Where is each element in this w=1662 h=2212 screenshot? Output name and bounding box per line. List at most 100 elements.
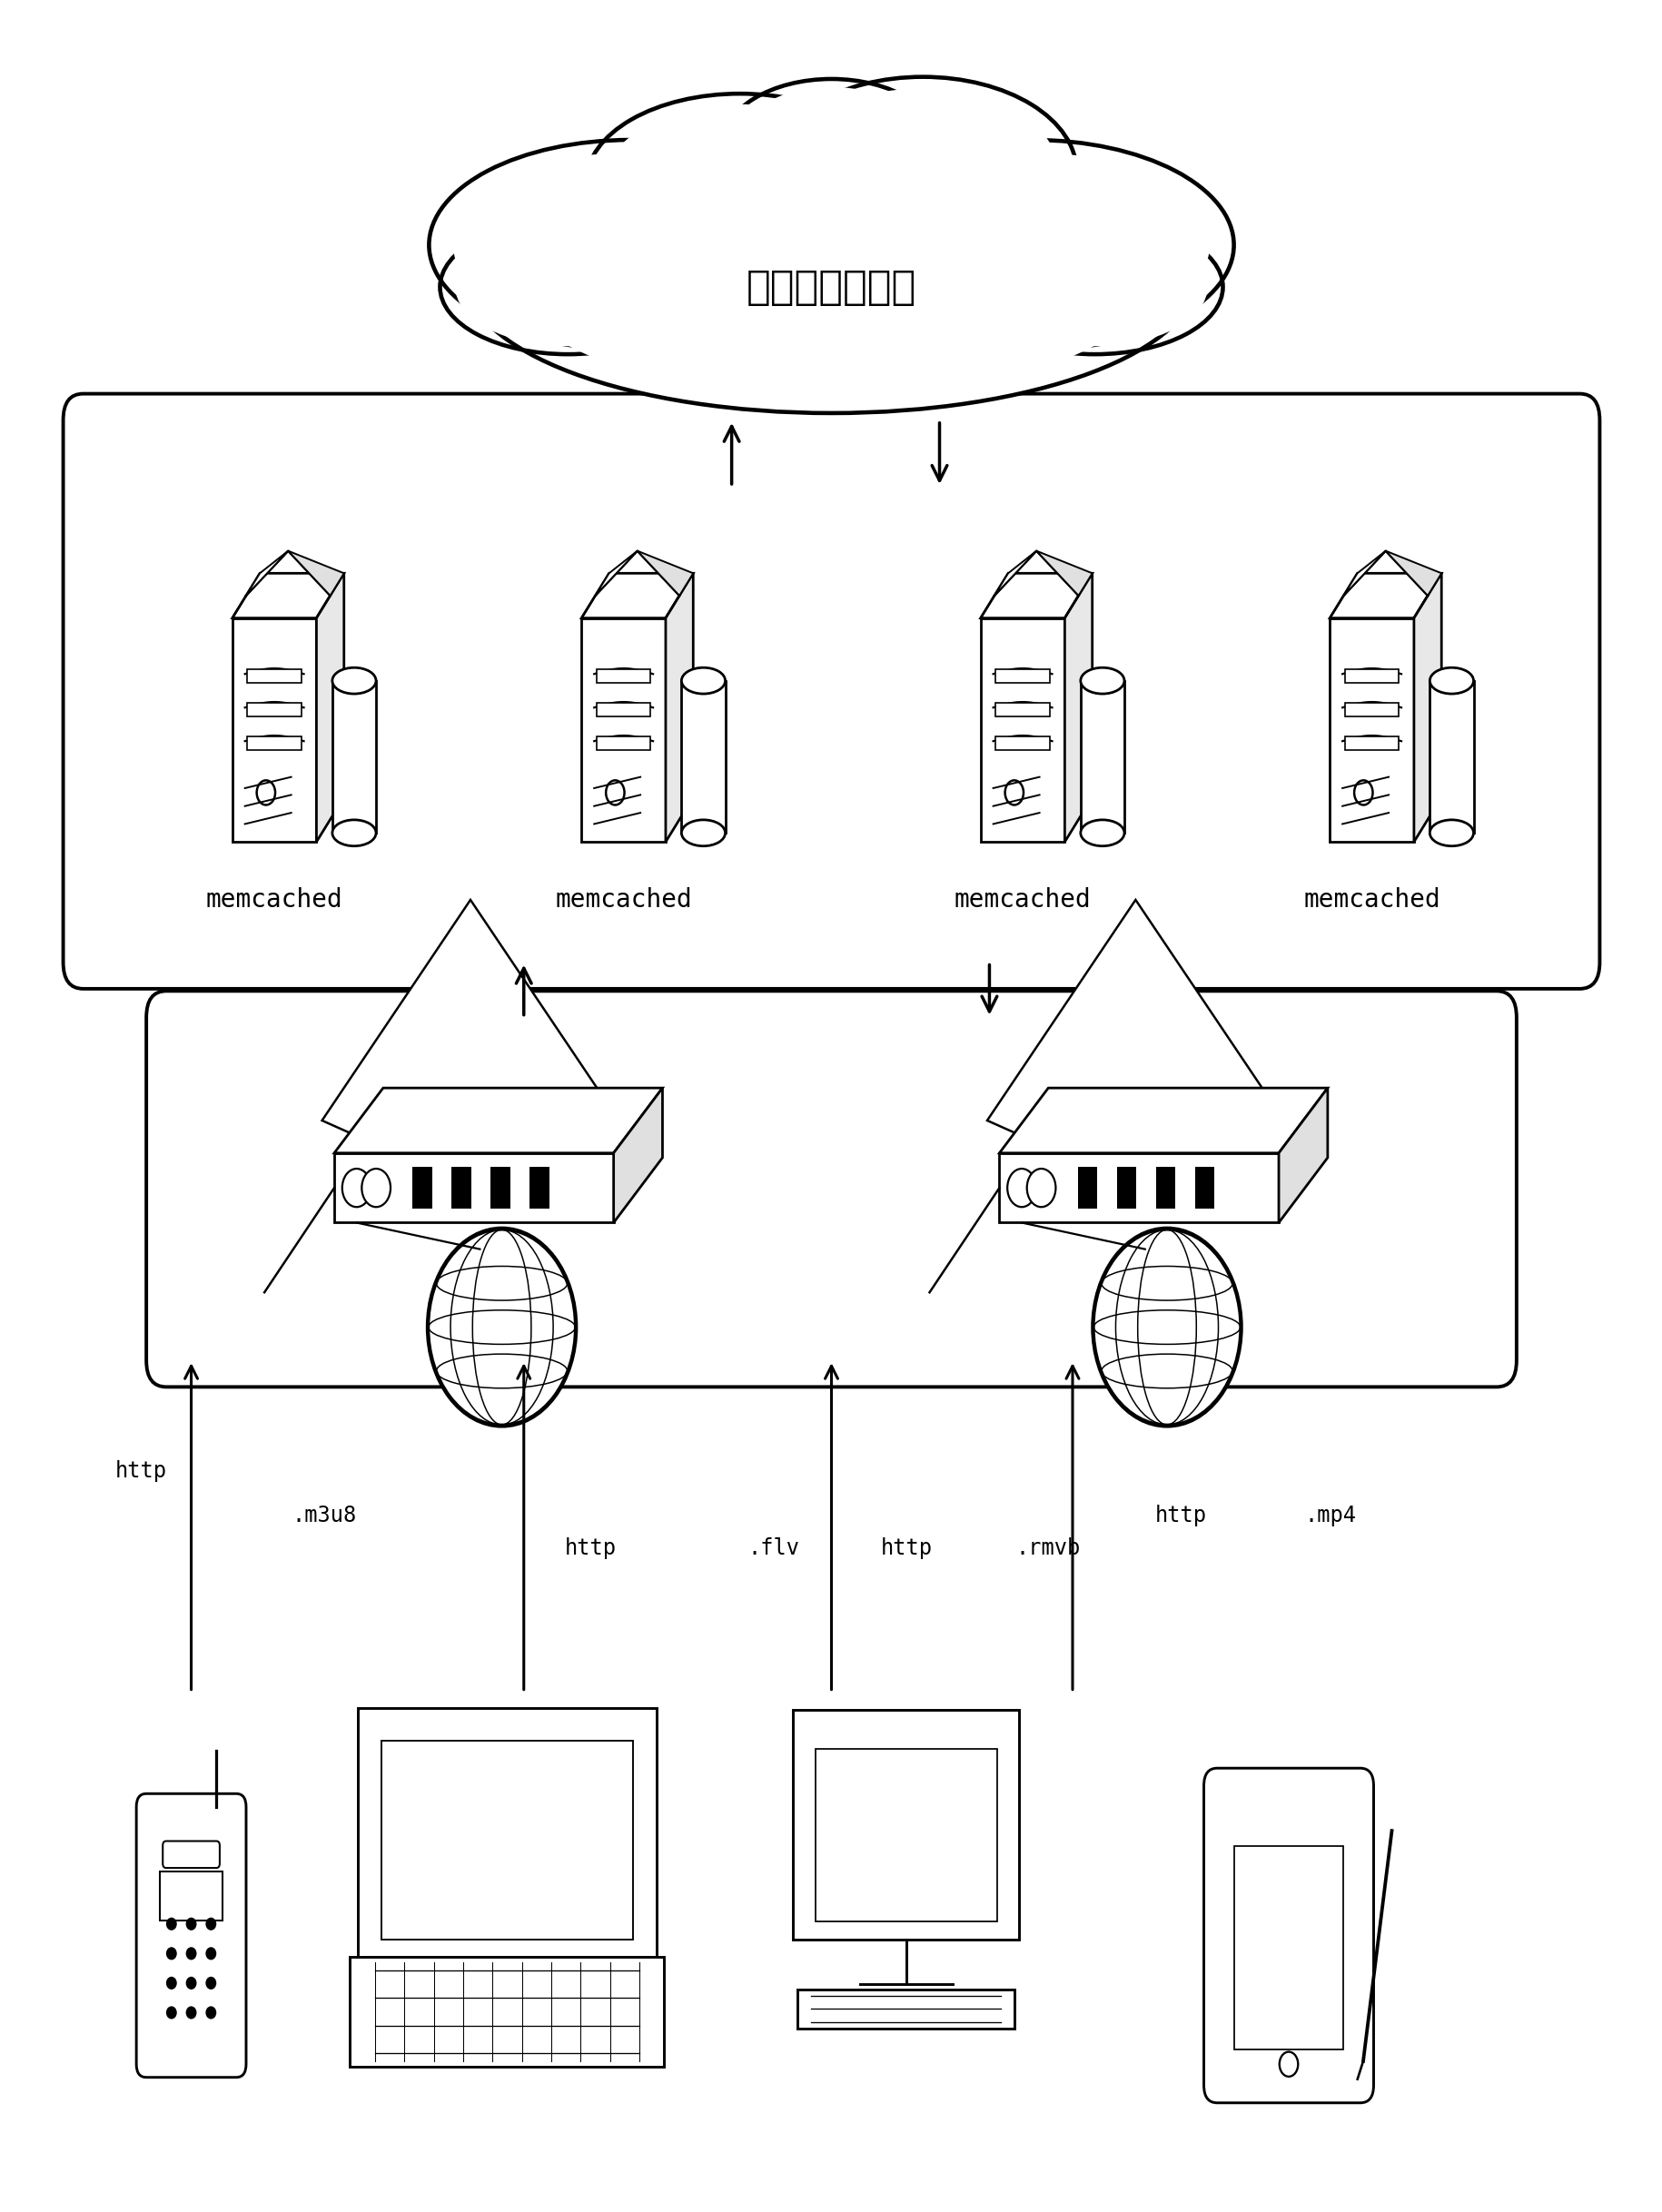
Text: http: http — [1153, 1504, 1207, 1526]
Ellipse shape — [429, 139, 831, 349]
FancyBboxPatch shape — [996, 737, 1049, 750]
Text: .flv: .flv — [746, 1537, 799, 1559]
FancyBboxPatch shape — [1195, 1168, 1213, 1208]
Polygon shape — [1278, 1088, 1326, 1223]
Polygon shape — [999, 1088, 1326, 1152]
FancyBboxPatch shape — [681, 681, 725, 834]
FancyBboxPatch shape — [996, 703, 1049, 717]
FancyBboxPatch shape — [597, 703, 650, 717]
Ellipse shape — [1353, 781, 1373, 805]
FancyBboxPatch shape — [816, 1750, 996, 1922]
FancyBboxPatch shape — [996, 670, 1049, 684]
Text: http: http — [879, 1537, 932, 1559]
Polygon shape — [1330, 617, 1413, 843]
FancyBboxPatch shape — [248, 703, 301, 717]
Text: memcached: memcached — [206, 887, 342, 914]
Ellipse shape — [186, 1978, 196, 1989]
Polygon shape — [999, 1152, 1278, 1223]
Ellipse shape — [186, 1947, 196, 1960]
Text: .m3u8: .m3u8 — [293, 1504, 356, 1526]
FancyBboxPatch shape — [349, 1958, 663, 2066]
Ellipse shape — [166, 1947, 176, 1960]
FancyBboxPatch shape — [1117, 1168, 1135, 1208]
FancyBboxPatch shape — [1233, 1845, 1343, 2048]
FancyBboxPatch shape — [146, 991, 1516, 1387]
Polygon shape — [981, 551, 1035, 617]
Polygon shape — [582, 617, 665, 843]
Polygon shape — [665, 573, 693, 843]
Ellipse shape — [256, 781, 276, 805]
FancyBboxPatch shape — [1345, 703, 1398, 717]
Ellipse shape — [1429, 821, 1473, 845]
FancyBboxPatch shape — [1345, 670, 1398, 684]
Ellipse shape — [721, 80, 941, 215]
Ellipse shape — [332, 821, 376, 845]
Polygon shape — [334, 1088, 661, 1152]
Ellipse shape — [770, 77, 1075, 265]
FancyBboxPatch shape — [136, 1794, 246, 2077]
Polygon shape — [1413, 573, 1441, 843]
Polygon shape — [316, 573, 344, 843]
Ellipse shape — [605, 781, 625, 805]
Text: http: http — [115, 1460, 168, 1482]
FancyBboxPatch shape — [793, 1710, 1019, 1940]
Polygon shape — [637, 551, 693, 617]
FancyBboxPatch shape — [1155, 1168, 1175, 1208]
Ellipse shape — [206, 1978, 216, 1989]
Ellipse shape — [1094, 1230, 1240, 1425]
Ellipse shape — [166, 1978, 176, 1989]
Ellipse shape — [465, 139, 1197, 414]
Ellipse shape — [966, 219, 1222, 354]
FancyBboxPatch shape — [452, 1168, 470, 1208]
Polygon shape — [1064, 573, 1092, 843]
Ellipse shape — [1080, 821, 1124, 845]
FancyBboxPatch shape — [381, 1741, 633, 1940]
Polygon shape — [582, 551, 637, 617]
Ellipse shape — [166, 1918, 176, 1931]
Ellipse shape — [1080, 668, 1124, 695]
Ellipse shape — [788, 88, 1057, 254]
Ellipse shape — [455, 228, 680, 347]
Ellipse shape — [206, 1918, 216, 1931]
Ellipse shape — [186, 2006, 196, 2020]
Ellipse shape — [856, 153, 1208, 338]
Ellipse shape — [681, 821, 725, 845]
Ellipse shape — [332, 668, 376, 695]
FancyBboxPatch shape — [248, 737, 301, 750]
Ellipse shape — [186, 1918, 196, 1931]
Polygon shape — [233, 573, 344, 617]
Text: memcached: memcached — [1303, 887, 1439, 914]
FancyBboxPatch shape — [248, 670, 301, 684]
Text: .rmvb: .rmvb — [1015, 1537, 1079, 1559]
Ellipse shape — [1007, 1168, 1035, 1208]
Polygon shape — [233, 551, 288, 617]
Polygon shape — [582, 573, 693, 617]
Ellipse shape — [206, 2006, 216, 2020]
FancyBboxPatch shape — [490, 1168, 510, 1208]
Text: .mp4: .mp4 — [1303, 1504, 1356, 1526]
Polygon shape — [987, 900, 1283, 1186]
Text: 转码服务器集群: 转码服务器集群 — [746, 268, 916, 307]
Polygon shape — [288, 551, 344, 617]
Polygon shape — [1035, 551, 1092, 617]
Polygon shape — [1330, 573, 1441, 617]
FancyBboxPatch shape — [1429, 681, 1473, 834]
Ellipse shape — [440, 219, 696, 354]
Ellipse shape — [587, 93, 892, 270]
Ellipse shape — [362, 1168, 391, 1208]
Polygon shape — [322, 900, 618, 1186]
Polygon shape — [981, 617, 1064, 843]
FancyBboxPatch shape — [160, 1871, 223, 1920]
Polygon shape — [1330, 551, 1384, 617]
FancyBboxPatch shape — [332, 681, 376, 834]
FancyBboxPatch shape — [1077, 1168, 1097, 1208]
FancyBboxPatch shape — [63, 394, 1599, 989]
FancyBboxPatch shape — [412, 1168, 432, 1208]
Text: memcached: memcached — [555, 887, 691, 914]
Text: http: http — [563, 1537, 617, 1559]
Polygon shape — [613, 1088, 661, 1223]
Ellipse shape — [206, 1947, 216, 1960]
Polygon shape — [233, 617, 316, 843]
FancyBboxPatch shape — [1345, 737, 1398, 750]
Ellipse shape — [342, 1168, 371, 1208]
